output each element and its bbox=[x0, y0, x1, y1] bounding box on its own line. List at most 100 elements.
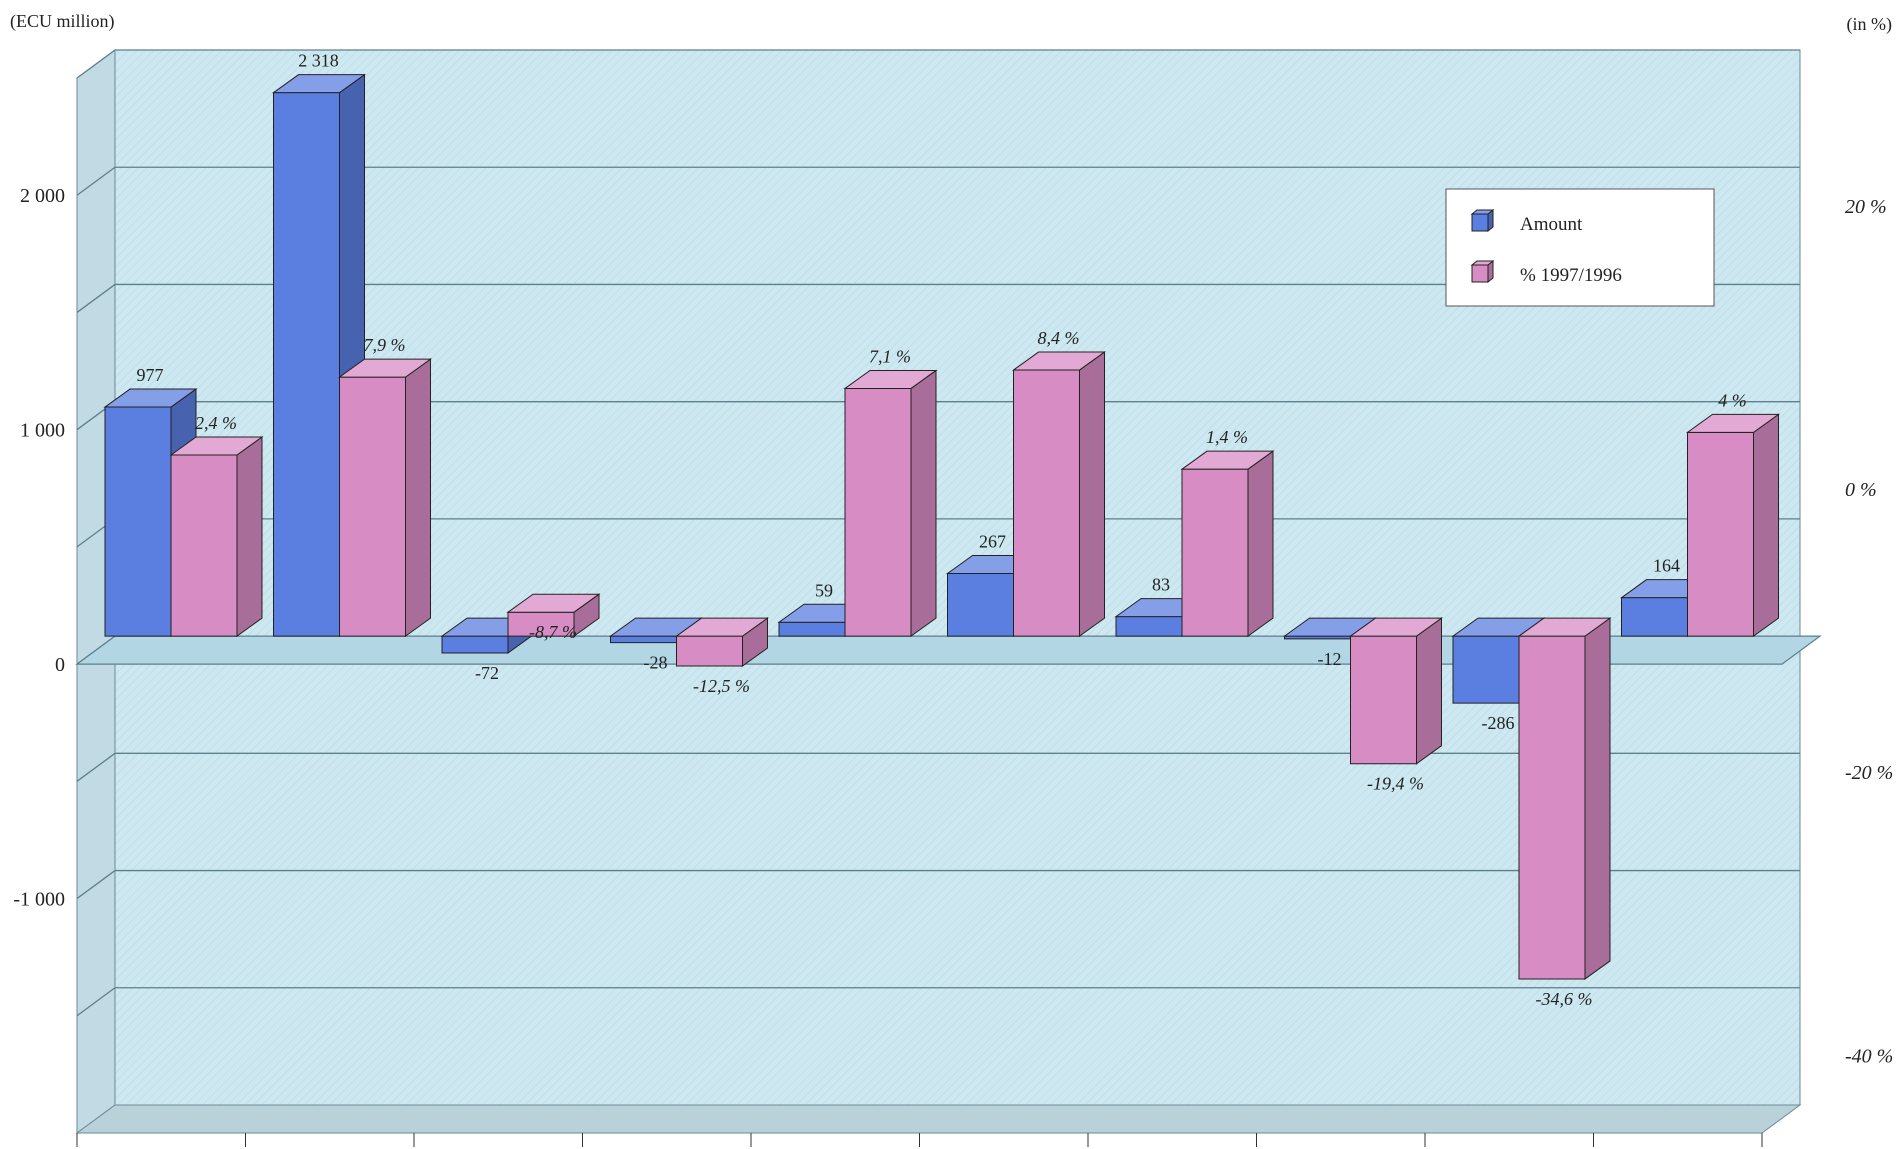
data-label-amount-b3: -72 bbox=[475, 663, 499, 683]
data-label-amount-b0: -286 bbox=[1482, 713, 1515, 733]
bar-percent-b0-top bbox=[1517, 617, 1612, 637]
bar-percent-b8-front bbox=[1350, 635, 1417, 765]
bar-percent-b6-front bbox=[1013, 369, 1080, 637]
bar-percent-b4-front bbox=[676, 635, 743, 667]
data-label-percent-b7: 1,4 % bbox=[1206, 427, 1248, 447]
bar-percent-b1-top bbox=[169, 436, 264, 456]
category-label-b4: B4 bbox=[654, 1146, 679, 1149]
data-label-percent-b1: 2,4 % bbox=[195, 413, 237, 433]
bar-percent-b2-side bbox=[405, 358, 431, 638]
bar-percent-b1-side bbox=[236, 436, 263, 638]
bar-percent-b2-front bbox=[339, 376, 406, 637]
bar-percent-b8-top bbox=[1348, 617, 1444, 637]
category-label-b1: B1 bbox=[149, 1146, 174, 1149]
left-axis-unit: (ECU million) bbox=[10, 11, 115, 32]
data-label-percent-b2: 7,9 % bbox=[364, 335, 406, 355]
bar-amount-b3-front bbox=[441, 635, 509, 654]
bar-amount-b2-top bbox=[271, 74, 367, 94]
gridline-side bbox=[76, 987, 116, 1017]
data-label-amount-b2: 2 318 bbox=[298, 51, 339, 71]
legend-swatch-amount bbox=[1470, 208, 1495, 233]
category-label-b2: B2 bbox=[317, 1146, 342, 1149]
category-label-administration: Administration bbox=[1614, 1146, 1742, 1149]
data-label-percent-b4: -12,5 % bbox=[693, 676, 750, 696]
legend: Amount % 1997/1996 bbox=[1445, 188, 1715, 307]
legend-box bbox=[1445, 188, 1715, 307]
data-label-amount-b6: 267 bbox=[979, 532, 1006, 552]
bar-percent-b6-top bbox=[1011, 351, 1107, 371]
data-label-percent-b0: -34,6 % bbox=[1536, 989, 1593, 1009]
right-axis-unit: (in %) bbox=[1847, 14, 1892, 35]
right-tick-label: -20 % bbox=[1845, 762, 1893, 784]
bar-percent-b2 bbox=[337, 358, 433, 638]
bar-amount-b2-front bbox=[273, 92, 340, 637]
bar-percent-b8 bbox=[1348, 617, 1444, 765]
data-label-amount-b7: 83 bbox=[1152, 575, 1170, 595]
left-tick-label: 1 000 bbox=[20, 420, 65, 442]
bar-percent-b6-side bbox=[1079, 351, 1105, 638]
category-label-b7: B7 bbox=[1160, 1146, 1185, 1149]
bar-percent-b4-top bbox=[674, 617, 770, 637]
data-label-amount-b1: 977 bbox=[137, 365, 164, 385]
bar-percent-b1-front bbox=[170, 454, 238, 637]
data-label-amount-b8: -12 bbox=[1318, 649, 1342, 669]
gridline-side bbox=[76, 870, 116, 900]
axes-group: 2 000 1 000 0 -1 000 20 % 0 % -20 % -40 % B1 B2 B3… bbox=[13, 185, 1893, 1149]
gridline-side bbox=[76, 283, 116, 313]
floor-plane bbox=[75, 1104, 1802, 1134]
left-tick-label: 0 bbox=[55, 654, 65, 676]
category-label-b6: B6 bbox=[991, 1146, 1016, 1149]
bar-percent-b5-side bbox=[910, 369, 937, 638]
legend-label-amount: Amount bbox=[1520, 214, 1583, 235]
bar-percent-administration-top bbox=[1685, 413, 1781, 433]
data-label-amount-b5: 59 bbox=[815, 580, 833, 600]
bar-amount-b7-front bbox=[1115, 616, 1183, 637]
data-label-percent-b8: -19,4 % bbox=[1367, 774, 1424, 794]
gridline-side bbox=[76, 752, 116, 782]
bar-percent-b6 bbox=[1011, 351, 1107, 638]
bar-percent-b5 bbox=[843, 369, 938, 638]
right-tick-label: 0 % bbox=[1845, 479, 1877, 501]
right-tick-label: -40 % bbox=[1845, 1045, 1893, 1067]
bar-amount-b0-front bbox=[1452, 635, 1520, 704]
bar-percent-b4 bbox=[674, 617, 770, 667]
gridline-side bbox=[76, 49, 116, 79]
bar-percent-b2-top bbox=[337, 358, 433, 378]
bar-percent-b7-front bbox=[1181, 468, 1249, 637]
data-label-percent-b3: -8,7 % bbox=[529, 622, 577, 642]
bar-percent-b3-top bbox=[506, 593, 601, 613]
bar-percent-administration-side bbox=[1753, 413, 1779, 638]
bar-amount-b4-front bbox=[610, 635, 677, 644]
bar-percent-b8-side bbox=[1416, 617, 1442, 765]
bar-percent-b1 bbox=[169, 436, 264, 638]
right-tick-label: 20 % bbox=[1845, 196, 1887, 218]
gridline-side bbox=[76, 166, 116, 196]
legend-swatch-percent bbox=[1470, 259, 1495, 284]
category-label-b8: B8 bbox=[1328, 1146, 1353, 1149]
bar-percent-b5-top bbox=[843, 369, 938, 389]
bar-percent-b0 bbox=[1517, 617, 1612, 980]
category-label-b0: B0 bbox=[1497, 1146, 1522, 1149]
bar-percent-b3 bbox=[506, 593, 601, 638]
bar-percent-administration-front bbox=[1687, 431, 1754, 637]
data-label-percent-b5: 7,1 % bbox=[869, 346, 911, 366]
legend-label-percent: % 1997/1996 bbox=[1520, 265, 1622, 286]
left-tick-label: 2 000 bbox=[20, 185, 65, 207]
data-label-percent-b6: 8,4 % bbox=[1038, 328, 1080, 348]
data-label-amount-b4: -28 bbox=[644, 653, 668, 673]
data-label-percent-administration: 4 % bbox=[1718, 390, 1747, 410]
bar-percent-b7-side bbox=[1247, 450, 1274, 638]
bar-percent-b7-top bbox=[1180, 450, 1275, 470]
bar-amount-administration-front bbox=[1621, 597, 1688, 637]
category-label-b5: B5 bbox=[823, 1146, 848, 1149]
bar-amount-b6-front bbox=[947, 573, 1014, 637]
bar-amount-b5-front bbox=[778, 621, 846, 637]
bars-group: 977 2,4 % 2 318 7,9 % -72 -8,7 % -28 -12,5 % 59 7… bbox=[103, 51, 1781, 1009]
data-label-amount-administration: 164 bbox=[1653, 556, 1680, 576]
left-tick-label: -1 000 bbox=[13, 889, 65, 911]
bar-percent-administration bbox=[1685, 413, 1781, 638]
bar-percent-b5-front bbox=[844, 387, 912, 637]
category-label-b3: B3 bbox=[486, 1146, 511, 1149]
bar-amount-b1-top bbox=[103, 388, 198, 408]
